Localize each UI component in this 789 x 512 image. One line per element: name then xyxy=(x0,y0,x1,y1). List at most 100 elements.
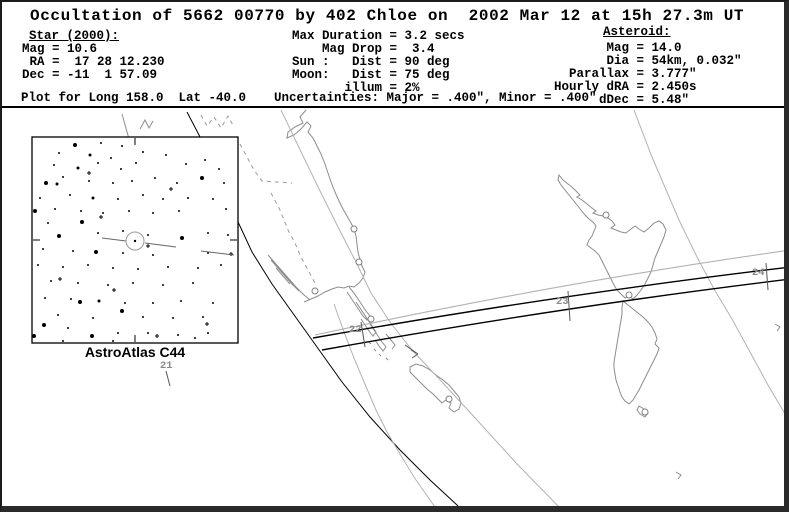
star-dot xyxy=(204,159,206,161)
asteroid-detail-line: Dia = 54km, 0.032" xyxy=(554,54,742,68)
star-dot xyxy=(62,176,64,178)
asteroid-detail-line: Hourly dRA = 2.450s xyxy=(554,80,697,94)
star-dot xyxy=(152,212,154,214)
star-dot xyxy=(142,316,144,318)
star-dot xyxy=(32,334,36,338)
star-dot xyxy=(131,180,133,182)
star-dot xyxy=(44,297,46,299)
star-dot xyxy=(50,280,52,282)
star-dot xyxy=(152,254,154,256)
city-marker xyxy=(355,258,363,266)
star-dot xyxy=(177,334,179,336)
star-dot xyxy=(176,182,178,184)
uncertainties-line: Uncertainties: Major = .400", Minor = .4… xyxy=(274,91,597,105)
city-marker xyxy=(350,225,358,233)
minute-tick-label: 24 xyxy=(752,267,765,279)
small-mark xyxy=(675,471,682,480)
star-dot xyxy=(220,264,222,266)
path-uncertainty-line xyxy=(314,250,784,336)
event-detail-line: Max Duration = 3.2 secs xyxy=(292,29,465,43)
star-dot xyxy=(200,176,204,180)
star-dot xyxy=(152,302,154,304)
faint-star-plus xyxy=(58,277,62,281)
star-dot xyxy=(80,210,82,212)
star-dot xyxy=(218,168,220,170)
star-dot xyxy=(78,300,82,304)
city-marker xyxy=(625,291,633,299)
star-dot xyxy=(212,302,214,304)
star-dot xyxy=(92,317,94,319)
minute-tick-label: 21 xyxy=(160,360,173,372)
star-dot xyxy=(147,234,149,236)
star-dot xyxy=(87,264,89,266)
star-dot xyxy=(76,166,80,170)
star-detail-line: RA = 17 28 12.230 xyxy=(22,55,165,69)
asteroid-track-line xyxy=(144,242,177,248)
star-dot xyxy=(70,298,72,300)
star-dot xyxy=(180,300,182,302)
star-dot xyxy=(135,162,137,164)
faint-star-plus xyxy=(146,244,150,248)
star-detail-line: Mag = 10.6 xyxy=(22,42,98,56)
star-dot xyxy=(62,340,64,342)
border-dashed xyxy=(200,114,235,129)
star-dot xyxy=(142,194,144,196)
minute-tick-label: 23 xyxy=(556,296,569,308)
islets xyxy=(368,341,389,361)
star-dot xyxy=(207,332,209,334)
star-dot xyxy=(197,267,199,269)
star-dot xyxy=(172,317,174,319)
event-detail-line: Sun : Dist = 90 deg xyxy=(292,55,450,69)
star-dot xyxy=(102,212,104,214)
star-dot xyxy=(165,154,167,156)
faint-star-plus xyxy=(155,334,159,338)
coastline-nz-south-island xyxy=(613,300,660,405)
plot-location-line: Plot for Long 158.0 Lat -40.0 xyxy=(21,91,247,105)
coastline-nz-north-island xyxy=(557,173,667,300)
star-dot xyxy=(187,197,189,199)
minute-tick xyxy=(765,262,769,291)
coastline-tasmania xyxy=(409,363,462,413)
star-dot xyxy=(142,151,144,153)
star-dot xyxy=(117,198,119,200)
minute-tick xyxy=(360,321,366,348)
small-mark xyxy=(774,323,781,332)
star-dot xyxy=(124,302,126,304)
star-dot xyxy=(37,264,39,266)
star-dot xyxy=(162,284,164,286)
star-dot xyxy=(212,198,214,200)
minute-tick xyxy=(567,290,571,322)
star-details-column: Mag = 10.6 RA = 17 28 12.230 Dec = -11 1 … xyxy=(22,43,165,82)
star-dot xyxy=(122,252,124,254)
faint-star-plus xyxy=(99,215,103,219)
star-dot xyxy=(120,309,124,313)
star-dot xyxy=(44,181,48,185)
star-dot xyxy=(62,266,64,268)
star-dot xyxy=(137,268,139,270)
star-dot xyxy=(91,196,95,200)
star-dot xyxy=(97,299,101,303)
coastline-fragment xyxy=(121,113,154,140)
star-dot xyxy=(54,208,56,210)
star-dot xyxy=(227,234,229,236)
star-dot xyxy=(88,180,90,182)
star-dot xyxy=(112,340,114,342)
star-dot xyxy=(178,210,180,212)
border-dashed xyxy=(270,192,316,284)
star-dot xyxy=(94,250,98,254)
star-dot xyxy=(42,323,46,327)
city-marker xyxy=(367,315,375,323)
star-dot xyxy=(194,337,196,339)
star-dot xyxy=(154,177,156,179)
event-detail-line: Mag Drop = 3.4 xyxy=(292,42,435,56)
star-dot xyxy=(147,332,149,334)
star-dot xyxy=(97,232,99,234)
star-dot xyxy=(69,194,71,196)
event-circumstances-column: Max Duration = 3.2 secs Mag Drop = 3.4 Su… xyxy=(292,30,465,95)
star-dot xyxy=(225,208,227,210)
limit-curve-gray-east xyxy=(633,109,784,414)
header-separator xyxy=(2,106,784,108)
asteroid-track-line xyxy=(101,237,127,242)
